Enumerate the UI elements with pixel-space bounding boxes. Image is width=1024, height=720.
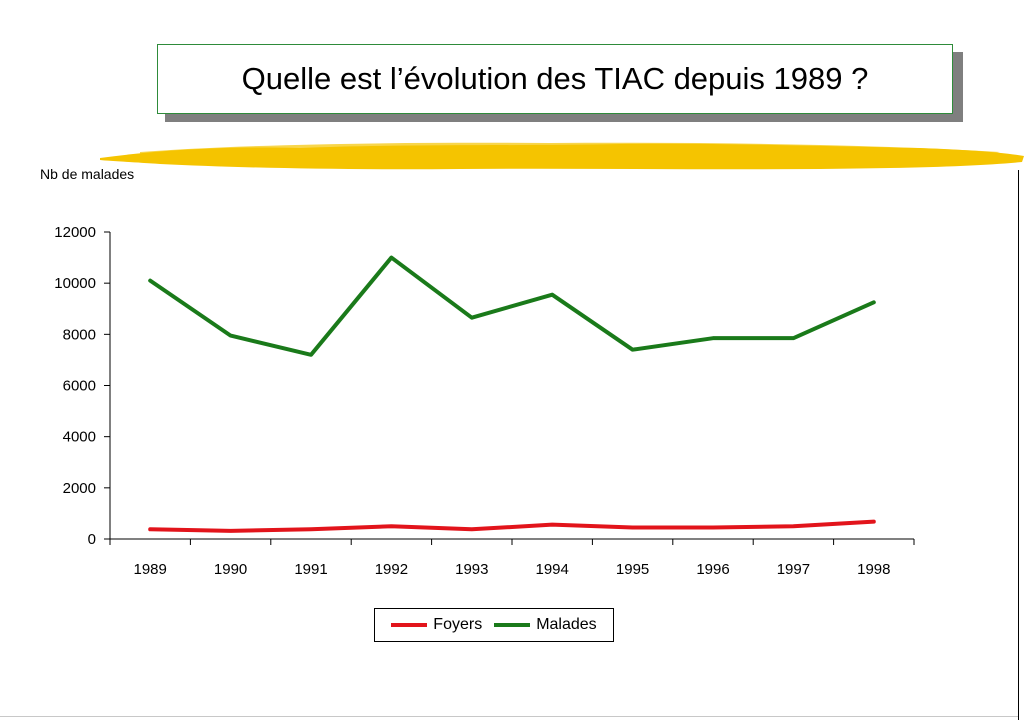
chart-legend: Foyers Malades <box>374 608 614 642</box>
legend-label-foyers: Foyers <box>433 616 483 633</box>
data-point-malades <box>550 293 554 297</box>
data-point-malades <box>711 336 715 340</box>
data-point-foyers <box>791 524 795 528</box>
data-point-malades <box>229 334 233 338</box>
x-tick-label: 1989 <box>134 561 167 578</box>
y-tick-label: 12000 <box>54 224 96 241</box>
series-line-foyers <box>148 519 876 533</box>
data-point-foyers <box>872 520 876 524</box>
data-point-foyers <box>470 527 474 531</box>
x-tick-label: 1994 <box>536 561 569 578</box>
data-point-foyers <box>631 525 635 529</box>
x-tick-label: 1990 <box>214 561 247 578</box>
y-tick-label: 0 <box>88 531 96 548</box>
page-title: Quelle est l’évolution des TIAC depuis 1… <box>241 61 869 96</box>
data-point-foyers <box>309 527 313 531</box>
data-point-malades <box>389 256 393 260</box>
slide-border-right <box>1018 170 1019 720</box>
data-point-foyers <box>711 525 715 529</box>
x-tick-label: 1992 <box>375 561 408 578</box>
x-tick-label: 1996 <box>696 561 729 578</box>
legend-item-foyers: Foyers <box>391 616 482 634</box>
data-point-malades <box>791 336 795 340</box>
legend-swatch-foyers <box>391 623 428 627</box>
data-point-malades <box>148 279 152 283</box>
y-tick-label: 10000 <box>54 275 96 292</box>
data-point-foyers <box>148 527 152 531</box>
y-tick-label: 6000 <box>63 378 96 395</box>
data-point-foyers <box>389 524 393 528</box>
y-axis-label: Nb de malades <box>40 166 135 182</box>
y-tick-label: 2000 <box>63 480 96 497</box>
x-tick-label: 1998 <box>857 561 890 578</box>
yellow-brush-stroke <box>100 142 1024 170</box>
y-tick-label: 8000 <box>63 326 96 343</box>
x-tick-label: 1993 <box>455 561 488 578</box>
data-point-malades <box>470 316 474 320</box>
legend-swatch-malades <box>494 623 531 627</box>
x-tick-label: 1991 <box>294 561 327 578</box>
legend-item-malades: Malades <box>494 616 597 634</box>
legend-label-malades: Malades <box>536 616 597 633</box>
data-point-foyers <box>550 523 554 527</box>
data-point-malades <box>631 348 635 352</box>
y-tick-label: 4000 <box>63 429 96 446</box>
slide-border-bottom <box>0 716 1018 717</box>
data-point-malades <box>872 300 876 304</box>
data-point-malades <box>309 353 313 357</box>
x-tick-label: 1995 <box>616 561 649 578</box>
data-point-foyers <box>229 529 233 533</box>
x-tick-label: 1997 <box>777 561 810 578</box>
series-line-malades <box>148 255 876 357</box>
title-box: Quelle est l’évolution des TIAC depuis 1… <box>157 44 953 114</box>
